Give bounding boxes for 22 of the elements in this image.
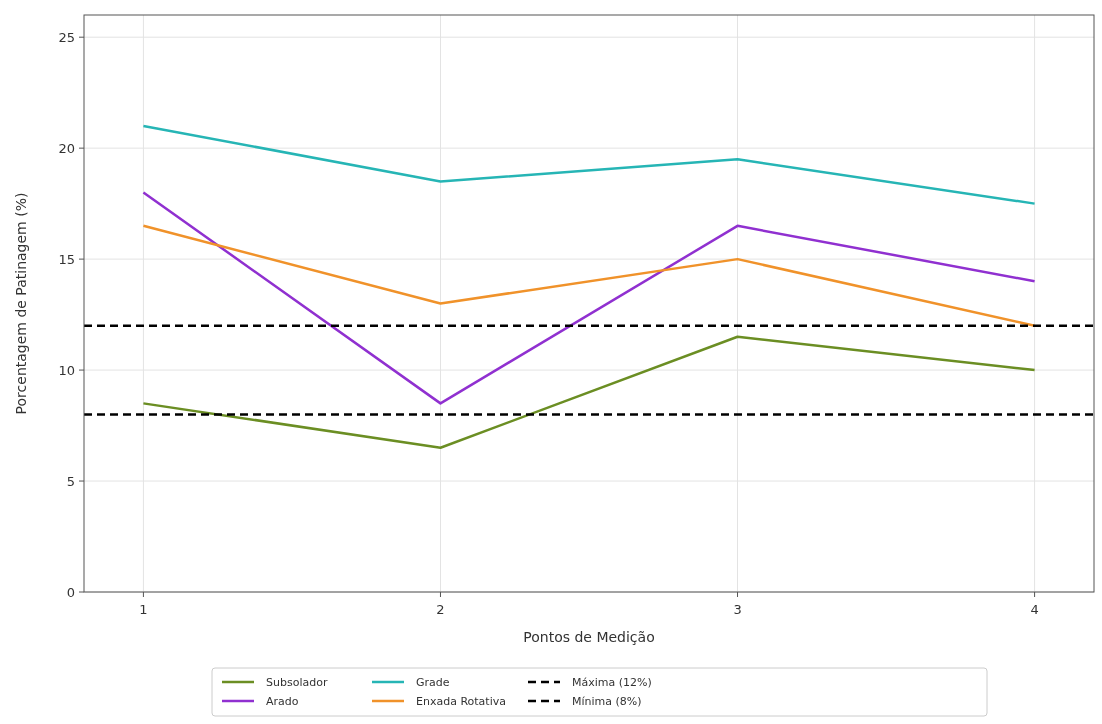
legend-label: Máxima (12%) (572, 676, 652, 689)
y-tick-label: 15 (58, 252, 75, 268)
y-axis-title: Porcentagem de Patinagem (%) (13, 192, 29, 415)
y-tick-label: 20 (58, 141, 75, 157)
legend-label: Grade (416, 676, 450, 689)
y-tick-label: 0 (66, 585, 75, 600)
x-tick-label: 1 (139, 602, 148, 617)
x-tick-label: 3 (733, 602, 742, 617)
line-series (142, 124, 1036, 205)
x-axis-title: Pontos de Medição (523, 629, 655, 645)
legend-label: Mínima (8%) (572, 695, 642, 708)
line-series (142, 191, 1036, 405)
legend-label: Subsolador (266, 676, 328, 689)
y-tick-label: 5 (66, 474, 75, 490)
y-tick-label: 25 (58, 30, 75, 46)
legend-label: Enxada Rotativa (416, 695, 506, 708)
y-tick-label: 10 (58, 363, 75, 379)
x-tick-label: 4 (1030, 602, 1039, 617)
line-series (142, 224, 1036, 327)
legend-label: Arado (266, 695, 299, 708)
line-series (142, 335, 1036, 449)
x-tick-label: 2 (436, 602, 445, 617)
